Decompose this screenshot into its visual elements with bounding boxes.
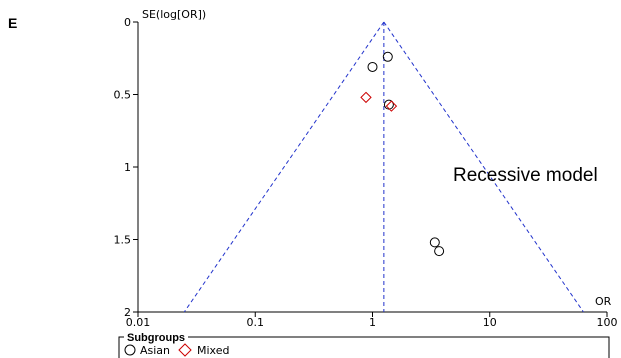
legend-title: Subgroups [127, 332, 185, 344]
y-tick-label: 2 [124, 306, 131, 319]
axes: SE(log[OR]) OR [137, 8, 612, 313]
funnel-right-limit [383, 21, 584, 313]
x-tick-label: 1 [369, 316, 376, 329]
x-tick-label: 100 [597, 316, 618, 329]
model-annotation: Recessive model [453, 165, 598, 186]
point-asian [434, 246, 445, 257]
data-points [360, 51, 445, 257]
x-axis-label: OR [595, 295, 612, 308]
point-mixed [360, 91, 372, 104]
y-tick-label: 1.5 [114, 234, 132, 247]
funnel-left-limit [183, 21, 385, 313]
legend: Subgroups Asian Mixed [118, 331, 610, 358]
y-tick-label: 1 [124, 161, 131, 174]
y-tick-label: 0 [124, 16, 131, 29]
point-asian [382, 51, 393, 62]
panel-label: E [8, 15, 17, 31]
funnel-lines [183, 21, 584, 313]
x-ticks: 0.01 0.1 1 10 100 [126, 312, 618, 329]
legend-asian-label: Asian [140, 344, 170, 357]
x-tick-label: 0.1 [247, 316, 265, 329]
y-ticks: 0 0.5 1 1.5 2 [114, 16, 138, 319]
legend-mixed-label: Mixed [197, 344, 229, 357]
legend-box [118, 336, 610, 358]
x-tick-label: 10 [483, 316, 497, 329]
x-tick-label: 0.01 [126, 316, 151, 329]
y-axis-label: SE(log[OR]) [142, 8, 206, 21]
point-asian [429, 237, 440, 248]
point-mixed [385, 100, 398, 112]
legend-mixed-marker [178, 343, 192, 357]
point-asian [367, 61, 378, 72]
legend-asian-marker [124, 344, 136, 356]
y-tick-label: 0.5 [114, 89, 132, 102]
legend-title-bg [124, 331, 188, 343]
